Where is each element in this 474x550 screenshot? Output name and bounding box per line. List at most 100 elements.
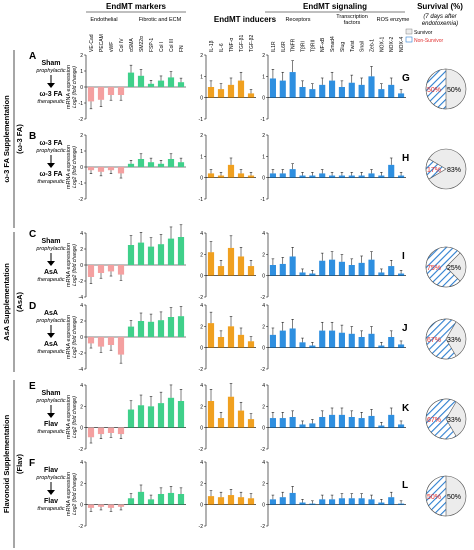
bar-signaling-B-9 [358,175,365,178]
bar-signaling-B-8 [348,175,355,178]
bar-signaling-E-3 [299,424,306,428]
bar-signaling-C-3 [299,272,306,276]
arrow-down-icon [47,83,55,88]
bar-signaling-A-4 [309,89,316,98]
y-label-E: mRNA expression [66,395,72,439]
bar-signaling-C-13 [398,273,405,276]
treatment-bottom-E: Flav [44,421,58,428]
pie-letter-J: J [402,323,408,334]
bar-inducers-B-3 [237,173,245,178]
bar-markers-B-5 [137,159,145,167]
bar-markers-E-5 [137,405,145,428]
header-endmt-markers: EndMT markers [106,2,167,11]
tick-label-inducers-A-1: 1 [200,74,203,80]
bar-markers-F-6 [147,499,155,505]
tick-label-markers-F-0: 4 [80,460,83,466]
bar-signaling-B-1 [279,173,286,178]
header-survival-sub1: (7 days after [423,14,457,20]
bar-markers-C-3 [117,265,125,275]
bar-markers-C-4 [127,245,135,265]
bar-markers-D-6 [147,321,155,337]
bar-markers-C-9 [177,237,185,265]
bar-markers-A-7 [157,80,165,87]
tick-label-signaling-F-3: -2 [261,524,266,530]
gene-label-inducers-3: TGF-β1 [239,34,245,52]
bar-inducers-A-1 [217,89,225,98]
bar-signaling-D-4 [309,345,316,348]
pie-survivor-label-G: 50% [447,87,461,94]
tick-label-signaling-B-2: 0 [262,176,265,182]
group-asa-abbr: (AsA) [15,291,24,312]
bar-markers-D-7 [157,320,165,337]
tick-label-signaling-B-0: 2 [262,133,265,139]
tick-label-signaling-A-0: 2 [262,53,265,59]
legend-non-survivor-swatch [405,36,413,43]
bar-markers-F-7 [157,494,165,505]
bar-markers-F-4 [127,498,135,505]
bar-signaling-A-6 [329,80,336,98]
tick-label-markers-E-0: 4 [80,383,83,389]
treatment-top-sub-A: prophylactic [35,68,66,74]
bar-signaling-E-0 [269,418,276,428]
bar-inducers-E-2 [227,396,235,428]
pie-letter-L: L [402,480,408,491]
tick-label-inducers-C-1: 2 [200,252,203,258]
bar-markers-F-5 [137,491,145,505]
bar-markers-C-2 [107,265,115,272]
bar-signaling-F-13 [398,503,405,505]
treatment-top-C: Sham [41,238,60,245]
tick-label-signaling-D-0: 4 [262,303,265,309]
bar-signaling-B-2 [289,169,296,178]
bar-signaling-C-5 [319,260,326,276]
bar-inducers-E-4 [247,419,255,428]
y-label-sub-E: Log2 (fold change) [72,396,78,438]
pie-non-survivor-G [425,68,447,110]
pie-letter-G: G [402,73,410,84]
tick-label-signaling-D-1: 2 [262,324,265,330]
pie-non-survivor-I [425,246,461,288]
tick-label-inducers-C-0: 4 [200,231,203,237]
bar-markers-B-3 [117,167,125,174]
tick-label-signaling-C-3: -2 [261,295,266,301]
tick-label-signaling-D-2: 0 [262,346,265,352]
gene-label-fibrotic-2: FSP-1 [149,38,155,52]
bar-signaling-C-2 [289,256,296,276]
bar-inducers-F-1 [217,497,225,505]
tick-label-signaling-C-0: 4 [262,231,265,237]
bar-signaling-B-12 [388,164,395,178]
bar-markers-D-9 [177,316,185,337]
tick-label-markers-B-2: 0 [80,165,83,171]
bar-signaling-B-4 [309,175,316,178]
arrow-down-icon [47,163,55,168]
bar-signaling-D-2 [289,328,296,348]
bar-signaling-A-0 [269,78,276,98]
y-label-sub-D: Log2 (fold change) [72,316,78,358]
bar-inducers-C-1 [217,266,225,276]
bar-signaling-E-4 [309,423,316,428]
pie-non-survivor-label-J: 67% [427,337,441,344]
bar-signaling-D-5 [319,330,326,348]
gene-label-signaling-9: Snail [360,41,366,52]
bar-signaling-F-0 [269,499,276,505]
gene-label-inducers-4: TGF-β2 [249,34,255,52]
tick-label-markers-E-2: 0 [80,426,83,432]
bar-signaling-E-12 [388,414,395,428]
y-label-sub-A: Log2 (fold change) [72,66,78,108]
bar-markers-D-1 [97,337,105,347]
tick-label-signaling-A-2: 0 [262,96,265,102]
bar-signaling-E-10 [368,415,375,428]
bar-inducers-C-0 [207,252,215,276]
bar-markers-D-5 [137,321,145,337]
bar-markers-A-1 [97,87,105,100]
bar-markers-C-5 [137,242,145,265]
pie-letter-H: H [402,153,409,164]
bar-inducers-A-0 [207,87,215,98]
bar-signaling-D-6 [329,330,336,348]
tick-label-markers-B-3: -1 [79,181,84,187]
gene-label-signaling-12: NOX-2 [389,37,395,53]
treatment-bottom-A: ω-3 FA [39,91,62,98]
bar-inducers-F-2 [227,495,235,505]
pie-survivor-label-K: 33% [447,417,461,424]
